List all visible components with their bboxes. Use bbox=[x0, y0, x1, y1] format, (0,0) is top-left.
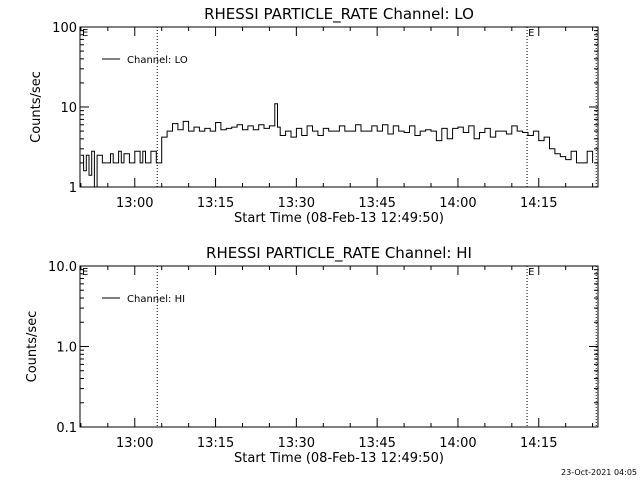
y-tick-label: 100 bbox=[52, 21, 77, 36]
x-tick-label: 13:45 bbox=[358, 436, 395, 451]
y-axis-label: Counts/sec bbox=[29, 71, 44, 143]
footer-timestamp: 23-Oct-2021 04:05 bbox=[561, 468, 637, 477]
event-marker-label: E bbox=[528, 267, 534, 278]
legend-label: Channel: HI bbox=[127, 294, 185, 305]
x-axis-label: Start Time (08-Feb-13 12:49:50) bbox=[234, 451, 444, 466]
x-tick-label: 13:15 bbox=[197, 196, 234, 211]
chart-title: RHESSI PARTICLE_RATE Channel: LO bbox=[204, 5, 474, 24]
series-line bbox=[80, 103, 594, 188]
chart-panel-1: RHESSI PARTICLE_RATE Channel: HI 0.1 1.0 10… bbox=[25, 244, 599, 466]
x-tick-label: 13:30 bbox=[278, 436, 315, 451]
x-tick-label: 14:00 bbox=[439, 196, 476, 211]
x-tick-label: 13:00 bbox=[116, 436, 153, 451]
x-tick-label: 14:15 bbox=[520, 196, 557, 211]
y-axis-label: Counts/sec bbox=[25, 311, 40, 383]
y-tick-label: 1.0 bbox=[56, 341, 77, 356]
x-tick-label: 14:15 bbox=[520, 436, 557, 451]
chart-panel-0: RHESSI PARTICLE_RATE Channel: LO 1 10 100 Co… bbox=[29, 5, 599, 226]
chart-title: RHESSI PARTICLE_RATE Channel: HI bbox=[206, 244, 472, 263]
x-tick-label: 13:30 bbox=[278, 196, 315, 211]
y-tick-label: 10 bbox=[60, 101, 77, 116]
legend-label: Channel: LO bbox=[127, 55, 188, 66]
x-axis-label: Start Time (08-Feb-13 12:49:50) bbox=[234, 211, 444, 226]
x-tick-label: 13:45 bbox=[358, 196, 395, 211]
y-tick-label: 1 bbox=[69, 181, 77, 196]
corner-marker-label: E bbox=[82, 267, 88, 278]
x-tick-label: 14:00 bbox=[439, 436, 476, 451]
event-marker-label: E bbox=[528, 28, 534, 39]
x-tick-label: 13:15 bbox=[197, 436, 234, 451]
y-tick-label: 10.0 bbox=[48, 260, 77, 275]
y-tick-label: 0.1 bbox=[56, 421, 77, 436]
corner-marker-label: E bbox=[82, 28, 88, 39]
x-tick-label: 13:00 bbox=[116, 196, 153, 211]
